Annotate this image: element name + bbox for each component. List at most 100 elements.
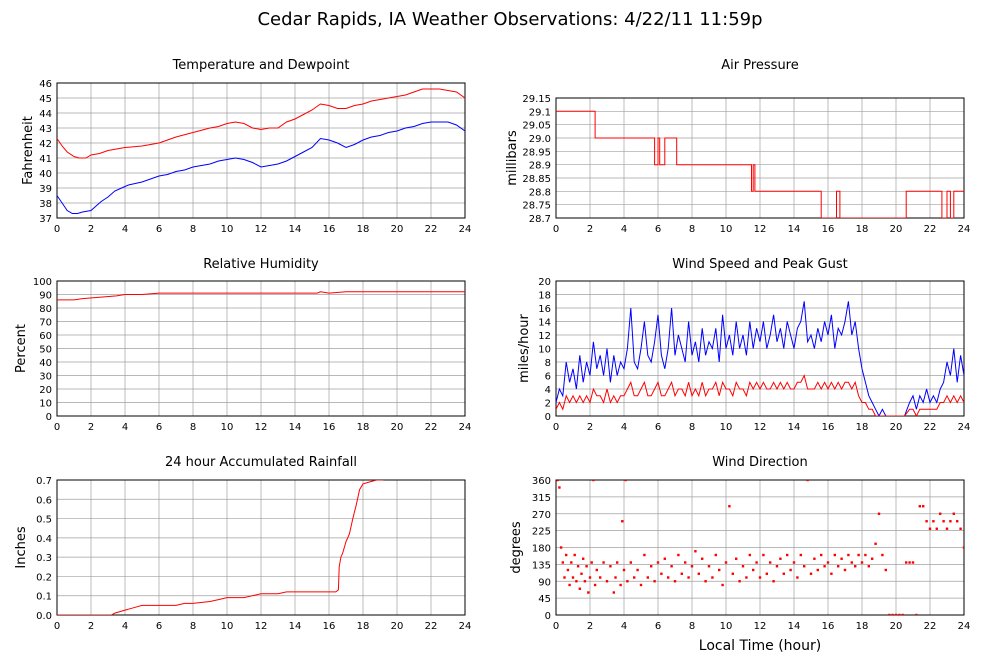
data-point xyxy=(707,565,711,568)
y-tick-label: 0.1 xyxy=(36,592,52,603)
x-tick-label: 22 xyxy=(924,621,937,632)
data-point xyxy=(711,576,714,579)
data-point xyxy=(962,546,964,549)
x-tick-label: 0 xyxy=(553,621,559,632)
x-tick-label: 16 xyxy=(323,422,336,433)
data-point xyxy=(843,568,847,572)
data-point xyxy=(660,572,663,575)
data-point xyxy=(823,565,826,568)
y-tick-label: 45 xyxy=(39,94,52,105)
data-point xyxy=(575,580,578,583)
y-tick-label: 30 xyxy=(39,372,52,383)
data-point xyxy=(694,550,697,553)
data-point xyxy=(932,520,935,523)
data-point xyxy=(840,557,843,560)
y-tick-label: 270 xyxy=(532,510,551,521)
data-point xyxy=(612,591,615,594)
y-tick-label: 29.0 xyxy=(529,134,551,145)
x-tick-label: 18 xyxy=(357,621,370,632)
y-tick-label: 225 xyxy=(532,527,551,538)
y-tick-label: 42 xyxy=(39,139,52,150)
x-tick-label: 14 xyxy=(788,422,801,433)
data-point xyxy=(799,553,802,557)
data-point xyxy=(738,580,741,583)
x-tick-label: 10 xyxy=(221,621,234,632)
x-tick-label: 10 xyxy=(221,422,234,433)
data-point xyxy=(752,568,755,572)
data-point xyxy=(874,542,877,545)
data-point xyxy=(765,572,768,575)
x-tick-label: 6 xyxy=(655,224,661,235)
x-tick-label: 14 xyxy=(289,621,302,632)
x-tick-label: 2 xyxy=(587,621,593,632)
data-point xyxy=(745,576,748,579)
y-tick-label: 60 xyxy=(39,331,52,342)
x-tick-label: 18 xyxy=(856,224,869,235)
data-point xyxy=(561,561,564,564)
x-tick-label: 8 xyxy=(689,422,695,433)
x-tick-label: 10 xyxy=(720,422,733,433)
x-tick-label: 10 xyxy=(221,224,234,235)
data-point xyxy=(704,580,707,583)
x-tick-label: 8 xyxy=(689,621,695,632)
x-tick-label: 24 xyxy=(958,224,971,235)
data-point xyxy=(570,561,573,564)
x-tick-label: 16 xyxy=(822,422,835,433)
data-point xyxy=(911,561,915,564)
x-tick-label: 0 xyxy=(54,422,60,433)
y-tick-label: 135 xyxy=(532,560,551,571)
data-point xyxy=(621,520,624,523)
data-point xyxy=(786,553,789,557)
y-tick-label: 0.7 xyxy=(36,476,52,487)
y-axis-label: Fahrenheit xyxy=(21,116,36,185)
x-tick-label: 2 xyxy=(88,621,94,632)
data-point xyxy=(646,576,649,579)
x-tick-label: 22 xyxy=(425,224,438,235)
x-tick-label: 8 xyxy=(190,422,196,433)
y-tick-label: 28.9 xyxy=(529,161,551,172)
y-axis-label: miles/hour xyxy=(517,313,532,382)
data-point xyxy=(945,527,949,530)
data-point xyxy=(918,505,921,508)
data-point xyxy=(568,583,571,587)
data-point xyxy=(755,561,758,564)
data-point xyxy=(590,561,593,564)
series-line-1 xyxy=(57,121,465,214)
data-point xyxy=(697,572,700,575)
y-tick-label: 16 xyxy=(538,304,551,315)
data-point xyxy=(593,583,597,587)
data-point xyxy=(587,591,590,594)
data-point xyxy=(718,568,721,572)
x-tick-label: 0 xyxy=(553,422,559,433)
data-point xyxy=(556,480,559,482)
y-tick-label: 38 xyxy=(39,199,52,210)
x-tick-label: 16 xyxy=(323,621,336,632)
data-point xyxy=(680,572,683,575)
x-tick-label: 24 xyxy=(459,224,472,235)
data-point xyxy=(571,576,575,579)
y-tick-label: 4 xyxy=(545,385,551,396)
x-tick-label: 20 xyxy=(391,224,404,235)
data-point xyxy=(639,583,643,587)
data-point xyxy=(673,580,677,583)
data-point xyxy=(813,557,816,560)
y-tick-label: 37 xyxy=(39,214,52,225)
y-tick-label: 46 xyxy=(39,79,52,90)
data-point xyxy=(588,576,592,579)
data-point xyxy=(677,553,680,557)
data-point xyxy=(775,565,779,568)
y-tick-label: 28.95 xyxy=(522,147,551,158)
x-tick-label: 22 xyxy=(924,422,937,433)
series-line-0 xyxy=(556,110,964,218)
data-point xyxy=(935,527,938,530)
x-tick-label: 24 xyxy=(459,621,472,632)
data-point xyxy=(741,565,745,568)
data-point xyxy=(663,557,666,560)
plot-frame xyxy=(56,479,466,616)
y-tick-label: 28.85 xyxy=(522,174,551,185)
data-point xyxy=(714,553,717,557)
